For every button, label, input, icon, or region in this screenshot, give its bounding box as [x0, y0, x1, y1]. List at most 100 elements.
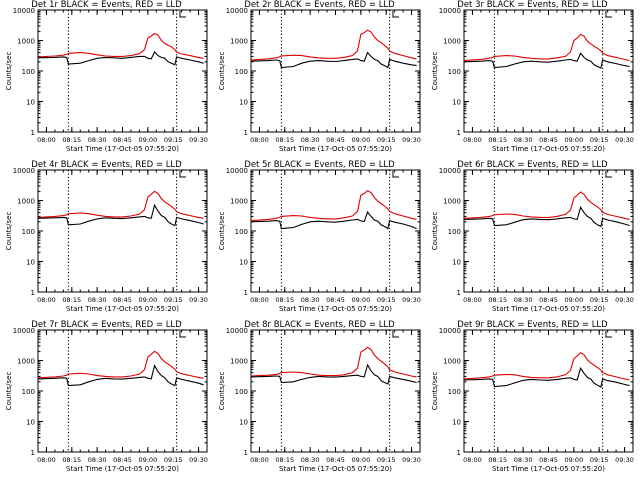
chart-svg: 1 10 100 1000 10000 08:00 08:15 08:30 08:45 09:00… — [5, 167, 208, 313]
x-tick-label: 09:00 — [138, 296, 157, 304]
interval-bracket — [179, 11, 186, 18]
x-tick-label: 08:15 — [62, 456, 81, 464]
x-tick-label: 08:15 — [275, 296, 294, 304]
y-tick-label: 1 — [457, 289, 461, 297]
y-axis-label: Counts/sec — [5, 212, 13, 251]
x-tick-label: 08:30 — [514, 136, 533, 144]
series-line-lld — [463, 33, 630, 62]
series-line-lld — [37, 190, 204, 219]
x-tick-label: 09:15 — [377, 456, 396, 464]
y-tick-label: 10 — [452, 99, 461, 107]
x-tick-label: 08:30 — [301, 136, 320, 144]
y-tick-label: 10 — [239, 99, 248, 107]
x-tick-label: 08:15 — [62, 296, 81, 304]
x-axis-label: Start Time (17-Oct-05 07:55:20) — [66, 145, 179, 153]
y-axis-label: Counts/sec — [218, 52, 226, 91]
series-line-events — [37, 364, 204, 387]
x-tick-label: 08:30 — [514, 296, 533, 304]
x-tick-label: 08:30 — [301, 296, 320, 304]
y-tick-label: 100 — [448, 68, 461, 76]
x-tick-label: 08:00 — [250, 456, 269, 464]
x-tick-label: 08:15 — [488, 136, 507, 144]
detector-panel: Det 4r BLACK = Events, RED = LLD 1 10 100 10… — [0, 160, 213, 320]
x-tick-label: 08:00 — [37, 296, 56, 304]
x-tick-label: 08:45 — [326, 296, 345, 304]
y-tick-label: 1000 — [17, 38, 35, 46]
y-tick-label: 1 — [457, 129, 461, 137]
panel-title: Det 5r BLACK = Events, RED = LLD — [244, 160, 395, 170]
detector-panel: Det 1r BLACK = Events, RED = LLD 1 10 100 10… — [0, 0, 213, 160]
plot-frame — [37, 169, 208, 293]
y-tick-label: 1 — [244, 289, 248, 297]
x-tick-label: 09:30 — [402, 456, 421, 464]
detector-panel: Det 5r BLACK = Events, RED = LLD 1 10 100 10… — [213, 160, 426, 320]
x-tick-label: 08:45 — [539, 136, 558, 144]
series-line-events — [463, 205, 630, 228]
interval-bracket — [179, 331, 186, 338]
chart-svg: 1 10 100 1000 10000 08:00 08:15 08:30 08:45 09:00… — [431, 167, 634, 313]
chart-svg: 1 10 100 1000 10000 08:00 08:15 08:30 08:45 09:00… — [5, 327, 208, 473]
y-tick-label: 1 — [244, 449, 248, 457]
panel-title: Det 4r BLACK = Events, RED = LLD — [31, 160, 182, 170]
x-tick-label: 09:30 — [402, 136, 421, 144]
plot-frame — [463, 329, 634, 453]
y-tick-label: 10 — [239, 419, 248, 427]
x-tick-label: 09:30 — [189, 136, 208, 144]
chart-svg: 1 10 100 1000 10000 08:00 08:15 08:30 08:45 09:00… — [5, 7, 208, 153]
detector-panel: Det 2r BLACK = Events, RED = LLD 1 10 100 10… — [213, 0, 426, 160]
x-tick-label: 09:00 — [564, 456, 583, 464]
y-axis-label: Counts/sec — [431, 372, 439, 411]
y-tick-label: 10000 — [226, 7, 248, 15]
y-tick-label: 1000 — [443, 198, 461, 206]
series-line-lld — [250, 29, 417, 61]
x-tick-label: 09:00 — [351, 456, 370, 464]
y-tick-label: 100 — [22, 228, 35, 236]
y-tick-label: 100 — [235, 388, 248, 396]
y-tick-label: 10000 — [13, 327, 35, 335]
series-line-events — [250, 210, 417, 230]
plot-frame — [250, 169, 421, 293]
x-tick-label: 09:15 — [164, 456, 183, 464]
y-tick-label: 100 — [235, 68, 248, 76]
detector-panel: Det 3r BLACK = Events, RED = LLD 1 10 100 10… — [426, 0, 639, 160]
y-tick-label: 100 — [448, 228, 461, 236]
series-line-events — [463, 52, 630, 69]
x-tick-label: 08:30 — [514, 456, 533, 464]
x-tick-label: 08:00 — [463, 136, 482, 144]
x-tick-label: 09:00 — [351, 296, 370, 304]
x-tick-label: 09:15 — [590, 456, 609, 464]
chart-svg: 1 10 100 1000 10000 08:00 08:15 08:30 08:45 09:00… — [431, 7, 634, 153]
interval-bracket — [605, 11, 612, 18]
x-tick-label: 08:00 — [250, 296, 269, 304]
x-tick-label: 08:45 — [539, 456, 558, 464]
x-tick-label: 09:30 — [615, 296, 634, 304]
x-tick-label: 08:15 — [275, 136, 294, 144]
y-tick-label: 1000 — [17, 358, 35, 366]
y-tick-label: 10 — [452, 259, 461, 267]
plot-frame — [37, 9, 208, 133]
x-tick-label: 08:45 — [113, 136, 132, 144]
plot-frame — [250, 9, 421, 133]
y-tick-label: 1000 — [443, 358, 461, 366]
y-tick-label: 1000 — [230, 198, 248, 206]
x-tick-label: 08:00 — [463, 456, 482, 464]
series-line-lld — [463, 191, 630, 220]
y-tick-label: 10000 — [439, 7, 461, 15]
x-tick-label: 08:45 — [539, 296, 558, 304]
y-tick-label: 1000 — [230, 38, 248, 46]
chart-svg: 1 10 100 1000 10000 08:00 08:15 08:30 08:45 09:00… — [218, 7, 421, 153]
y-tick-label: 10 — [452, 419, 461, 427]
interval-bracket — [392, 171, 399, 178]
x-tick-label: 08:15 — [488, 456, 507, 464]
panel-title: Det 1r BLACK = Events, RED = LLD — [31, 0, 182, 10]
plot-frame — [37, 329, 208, 453]
interval-bracket — [392, 331, 399, 338]
x-tick-label: 09:15 — [590, 296, 609, 304]
x-tick-label: 08:00 — [250, 136, 269, 144]
interval-bracket — [179, 171, 186, 178]
x-tick-label: 08:30 — [88, 136, 107, 144]
x-axis-label: Start Time (17-Oct-05 07:55:20) — [492, 465, 605, 473]
x-tick-label: 08:30 — [88, 296, 107, 304]
y-tick-label: 1000 — [230, 358, 248, 366]
y-tick-label: 1 — [31, 129, 35, 137]
